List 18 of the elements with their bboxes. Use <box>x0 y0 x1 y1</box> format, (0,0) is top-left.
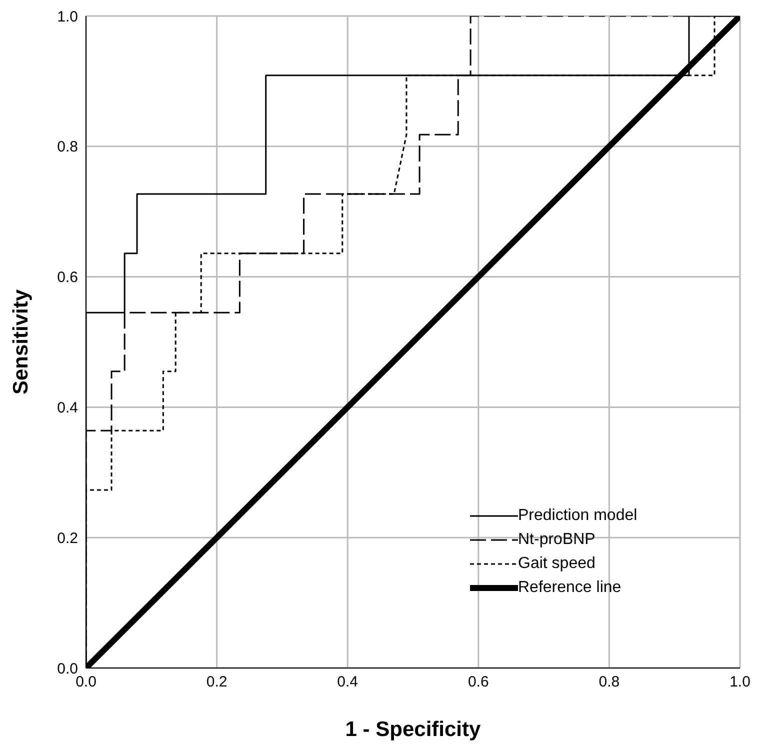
y-tick-label: 0.8 <box>57 138 78 156</box>
y-axis-title: Sensitivity <box>9 289 32 395</box>
y-tick-label: 0.6 <box>57 269 78 286</box>
y-tick-label: 1.0 <box>57 8 78 26</box>
x-tick-label: 1.0 <box>730 674 750 691</box>
legend-label: Reference line <box>518 579 622 597</box>
y-tick-label: 0.0 <box>57 660 78 678</box>
x-tick-label: 0.0 <box>76 674 96 691</box>
x-axis-title: 1 - Specificity <box>345 718 482 741</box>
legend-label: Prediction model <box>518 507 638 525</box>
x-tick-label: 0.2 <box>206 674 228 691</box>
x-tick-label: 0.8 <box>598 674 620 691</box>
x-tick-label: 0.6 <box>468 674 489 691</box>
x-tick-label: 0.4 <box>337 674 358 691</box>
legend-label: Nt-proBNP <box>518 531 596 549</box>
y-tick-label: 0.4 <box>57 400 78 417</box>
y-tick-label: 0.2 <box>57 530 78 547</box>
legend-label: Gait speed <box>518 555 596 573</box>
